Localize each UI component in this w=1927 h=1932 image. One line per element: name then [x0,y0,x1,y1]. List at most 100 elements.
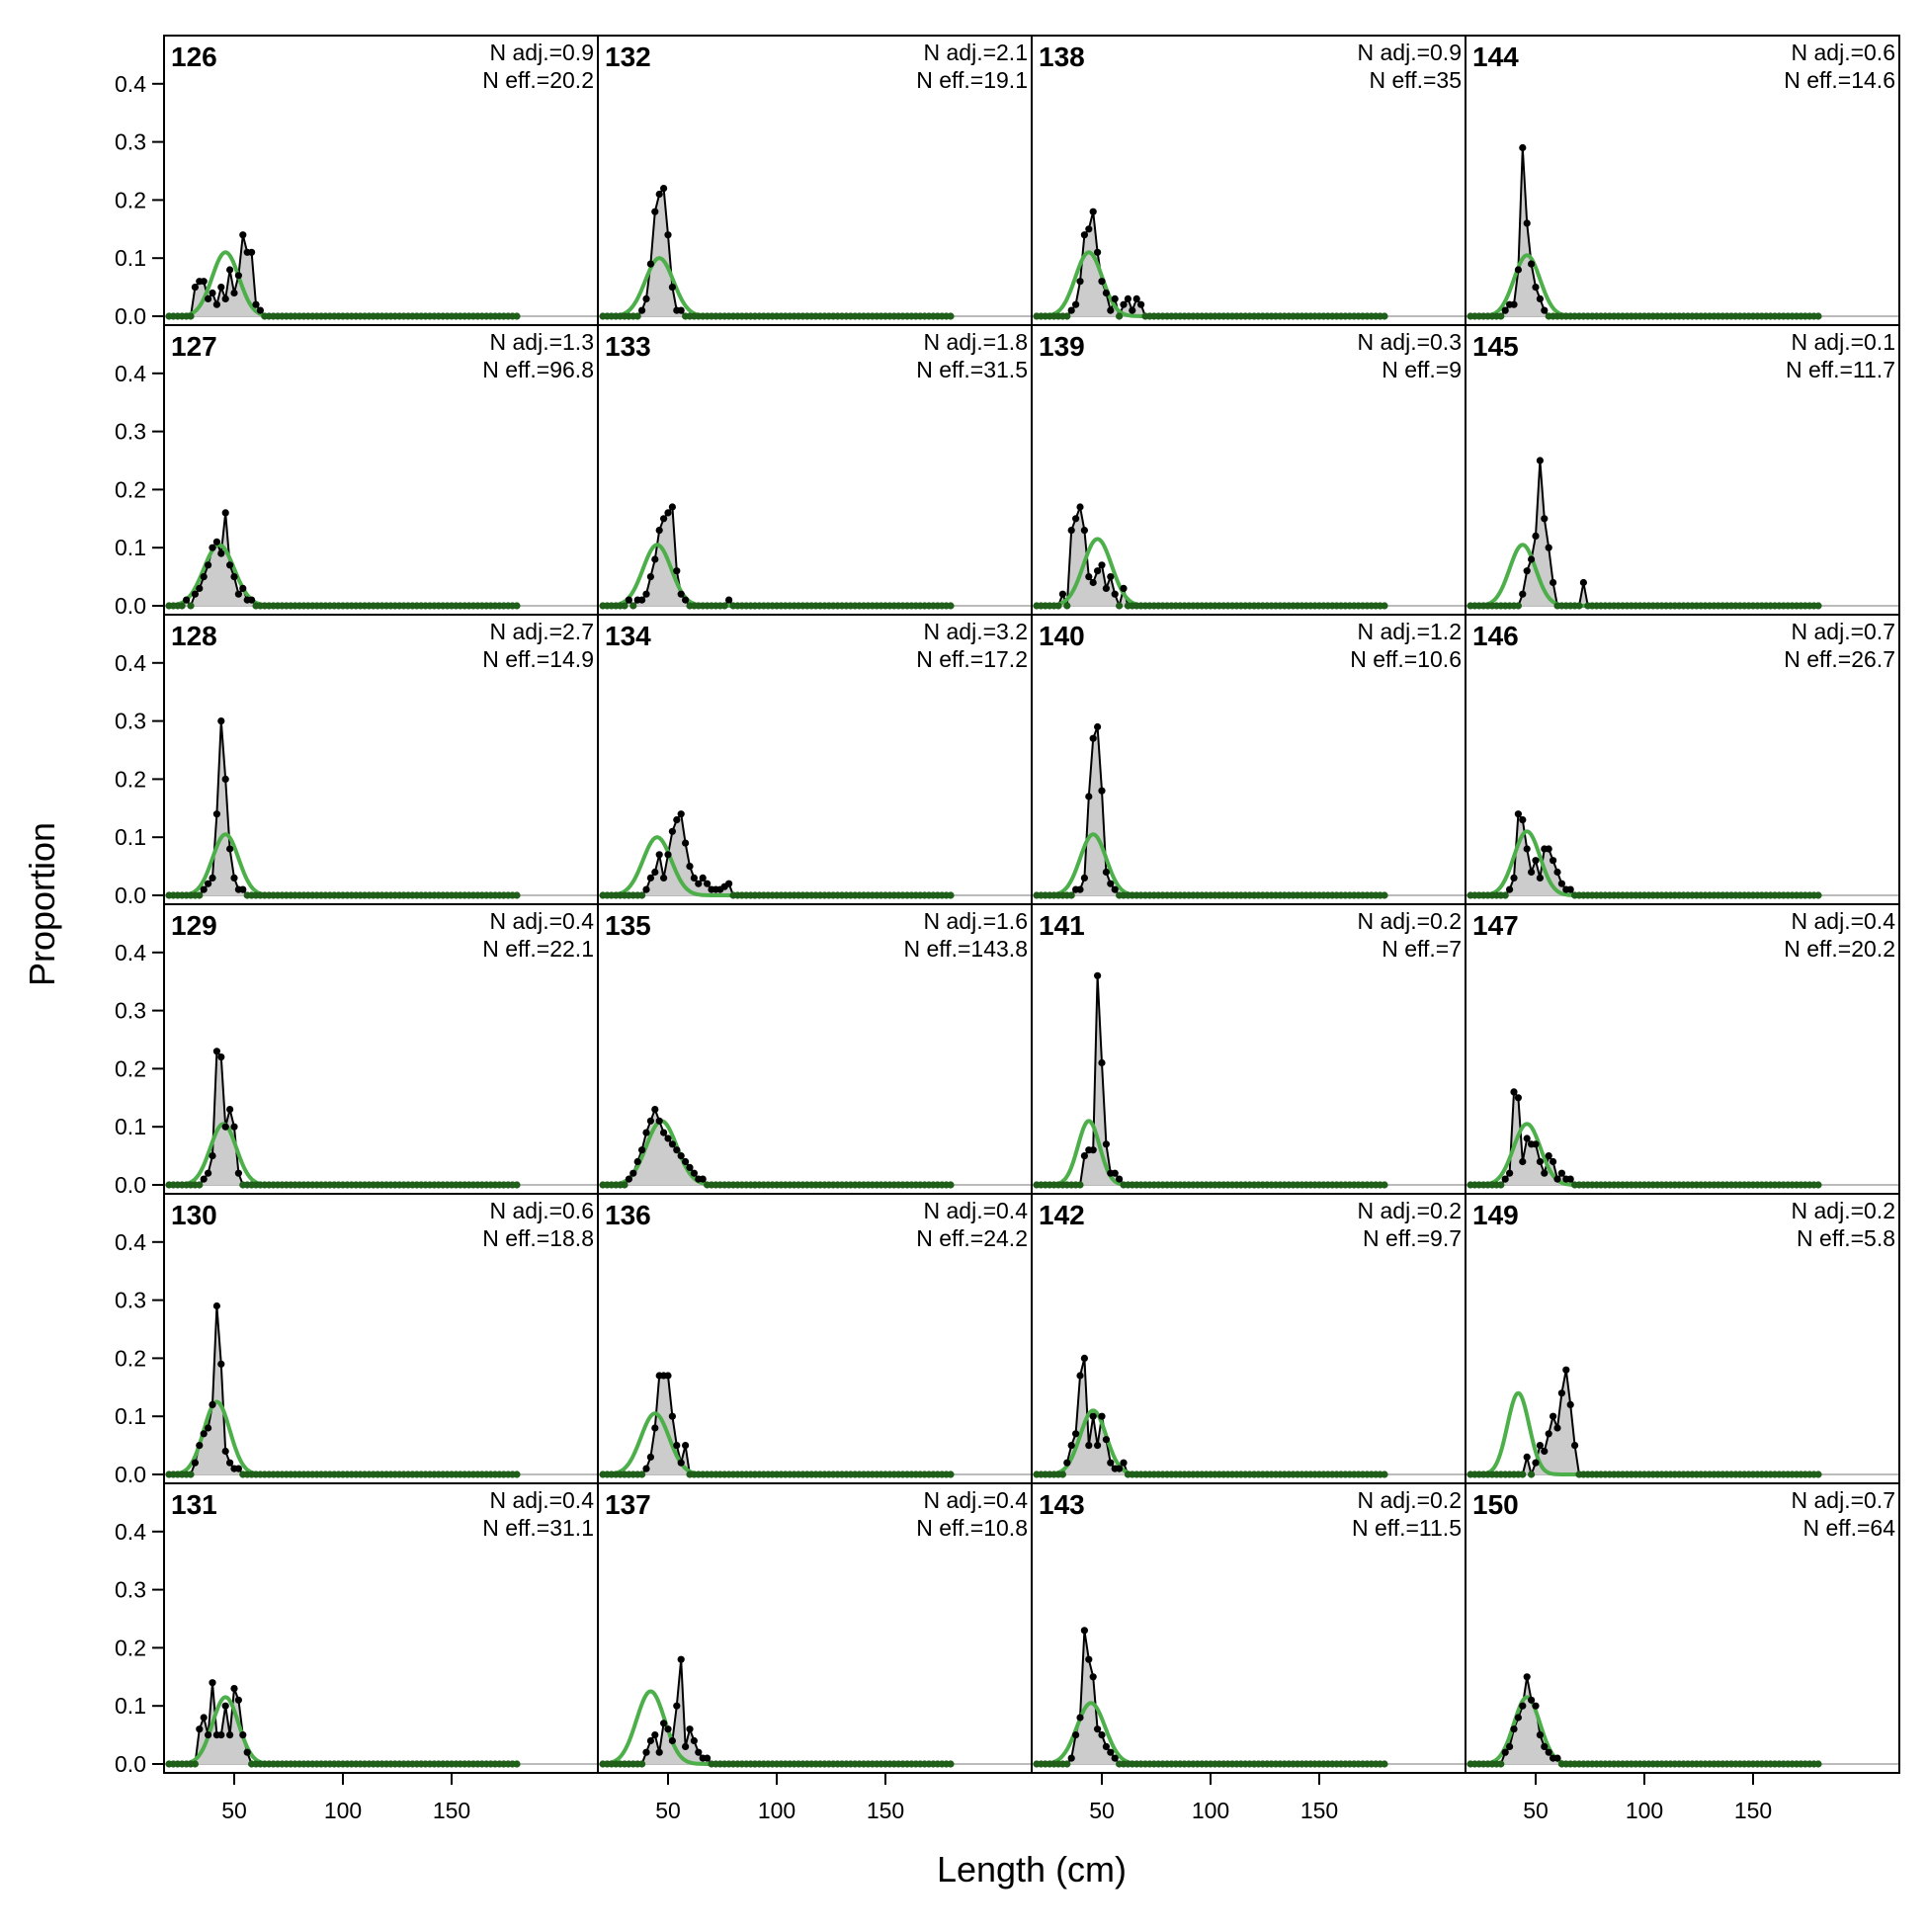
observed-point [664,1134,672,1142]
observed-point [183,596,191,604]
panel-132: 132 N adj.=2.1N eff.=19.1 [597,35,1033,326]
n-eff-label: N eff.=10.8 [916,1515,1028,1541]
observed-point [1067,1442,1075,1450]
observed-point [725,596,733,604]
observed-point [690,1736,699,1745]
panel-145: 145 N adj.=0.1N eff.=11.7 [1465,324,1900,616]
observed-point [234,590,242,598]
observed-point [1506,1169,1514,1177]
n-eff-label: N eff.=19.1 [916,67,1028,93]
x-tick-label: 150 [867,1798,904,1823]
panel-133: 133 N adj.=1.8N eff.=31.5 [597,324,1033,616]
observed-point [699,874,707,882]
observed-point [217,1053,225,1061]
observed-point [655,190,663,199]
n-adj-label: N adj.=0.7 [1792,1487,1896,1513]
panel-label: 130 [171,1200,217,1230]
observed-point [200,1175,208,1183]
panel-label: 132 [605,42,651,72]
observed-point [1080,231,1088,239]
observed-point [1080,1152,1088,1160]
observed-point [704,1754,712,1762]
observed-point [1550,578,1557,587]
n-adj-label: N adj.=0.7 [1792,619,1896,644]
n-adj-label: N adj.=0.6 [1792,40,1896,65]
observed-point [660,515,668,523]
observed-point [660,874,668,882]
observed-point [1532,1140,1540,1148]
observed-point [947,1181,955,1189]
panel-141: 141 N adj.=0.2N eff.=7 [1031,903,1466,1195]
observed-point [200,1430,208,1438]
observed-point [1497,312,1505,320]
observed-point [513,602,521,610]
y-tick-label: 0.4 [115,1519,146,1545]
observed-point [629,1169,637,1177]
expected-line [1470,1390,1731,1476]
observed-point [1137,300,1145,308]
y-tick-label: 0.3 [115,998,146,1024]
y-tick-label: 0.2 [115,476,146,502]
observed-point [205,880,212,887]
observed-point [1532,1459,1540,1467]
y-tick-label: 0.1 [115,1403,146,1429]
n-adj-label: N adj.=0.2 [1358,1198,1463,1223]
y-tick-label: 0.1 [115,1693,146,1719]
y-tick-label: 0.0 [115,882,146,908]
observed-point [1514,1094,1522,1102]
n-adj-label: N adj.=0.4 [924,1198,1029,1223]
observed-point [1579,578,1587,587]
n-adj-label: N adj.=0.3 [1358,329,1463,355]
observed-point [673,567,681,575]
observed-point [1514,810,1522,818]
observed-point [686,1163,694,1171]
observed-point [1102,868,1110,877]
panel-136: 136 N adj.=0.4N eff.=24.2 [597,1193,1033,1484]
observed-point [1098,787,1106,795]
observed-point [682,1742,690,1750]
observed-point [513,1470,521,1478]
observed-point [655,527,663,535]
panel-label: 141 [1039,910,1085,941]
observed-point [205,1424,212,1432]
observed-point [1519,1157,1527,1166]
observed-point [682,839,690,847]
observed-point [1536,1442,1544,1450]
observed-point [638,1760,646,1768]
observed-point [1116,312,1124,320]
panel-138: 138 N adj.=0.9N eff.=35 [1031,35,1466,326]
observed-point [664,1725,672,1733]
observed-point [1814,1760,1822,1768]
panel-label: 149 [1472,1200,1519,1230]
observed-point [209,1679,216,1687]
observed-point [221,1123,229,1131]
n-adj-label: N adj.=0.2 [1358,908,1463,934]
observed-point [677,1655,685,1663]
observed-point [690,874,699,882]
observed-point [668,503,677,511]
n-eff-label: N eff.=31.5 [916,357,1028,382]
observed-point [1381,602,1388,610]
observed-point [1532,1702,1540,1710]
observed-point [1541,1447,1549,1456]
observed-point [1094,1442,1102,1450]
expected-line [602,1689,864,1766]
observed-point [1107,573,1115,581]
plot-frame [163,35,1900,1774]
observed-point [1381,1470,1388,1478]
observed-point [1814,312,1822,320]
observed-point [1094,971,1102,979]
y-tick-label: 0.2 [115,1635,146,1660]
observed-point [673,1442,681,1450]
observed-point [1072,1430,1080,1438]
observed-point [1545,1152,1552,1160]
observed-point [1098,278,1106,286]
observed-point [1553,1424,1561,1432]
observed-area [182,512,256,606]
observed-point [239,584,247,593]
x-tick-label: 100 [1192,1798,1229,1823]
observed-point [677,1459,685,1467]
observed-point [638,891,646,899]
observed-point [1514,266,1522,274]
observed-point [1506,885,1514,893]
